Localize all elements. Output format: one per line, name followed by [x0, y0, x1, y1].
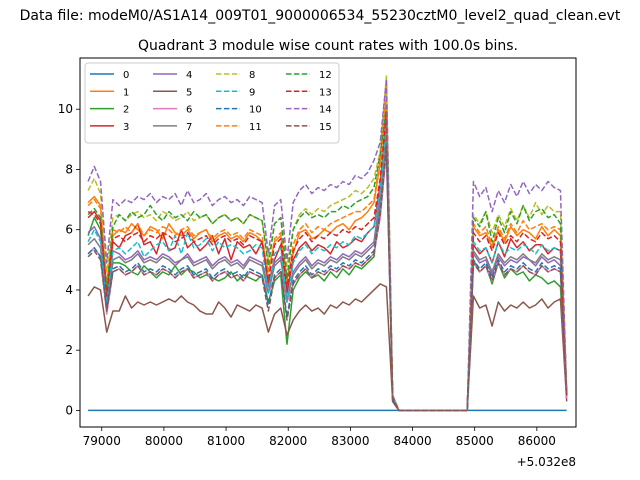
- series-line-12: [87, 105, 568, 412]
- x-tick-label: 80000: [145, 434, 183, 448]
- x-axis-offset-label: +5.032e8: [517, 455, 576, 469]
- x-axis: 79000 80000 81000 82000 83000 84000 85000 86000: [83, 427, 556, 448]
- x-tick-label: 83000: [331, 434, 369, 448]
- legend-label-2: 2: [123, 105, 129, 116]
- legend-label-4: 4: [186, 70, 192, 81]
- series-line-10: [87, 144, 568, 412]
- x-tick-label: 84000: [393, 434, 431, 448]
- x-tick-label: 79000: [83, 434, 121, 448]
- legend-label-13: 13: [319, 87, 332, 98]
- legend-label-0: 0: [123, 70, 129, 81]
- y-tick-label: 4: [65, 283, 73, 297]
- y-tick-label: 6: [65, 223, 73, 237]
- series-line-13: [87, 111, 568, 412]
- series-line-6: [87, 150, 568, 412]
- figure-suptitle: Data file: modeM0/AS1A14_009T01_90000065…: [20, 8, 621, 24]
- legend-label-15: 15: [319, 122, 332, 133]
- legend-label-3: 3: [123, 122, 129, 133]
- y-tick-label: 8: [65, 162, 73, 176]
- y-tick-label: 0: [65, 403, 73, 417]
- legend-label-5: 5: [186, 87, 192, 98]
- series-line-9: [87, 120, 568, 412]
- series-line-14: [87, 78, 568, 412]
- legend-label-10: 10: [249, 105, 262, 116]
- series-line-15: [87, 147, 568, 412]
- x-tick-label: 82000: [269, 434, 307, 448]
- chart-title: Quadrant 3 module wise count rates with …: [138, 38, 518, 54]
- series-line-1: [87, 96, 568, 412]
- legend-label-7: 7: [186, 122, 192, 133]
- legend-box: [84, 62, 340, 144]
- y-tick-label: 10: [58, 102, 73, 116]
- x-tick-label: 85000: [456, 434, 494, 448]
- legend-label-1: 1: [123, 87, 129, 98]
- series-line-7: [87, 132, 568, 412]
- legend-label-11: 11: [249, 122, 262, 133]
- legend-label-12: 12: [319, 70, 332, 81]
- x-tick-label: 81000: [207, 434, 245, 448]
- legend-label-9: 9: [249, 87, 255, 98]
- series-layer: [87, 75, 568, 412]
- plot-frame: [79, 57, 577, 428]
- series-line-3: [87, 114, 568, 412]
- y-axis: 0 2 4 6 8 10: [58, 102, 80, 417]
- legend-label-8: 8: [249, 70, 255, 81]
- x-tick-label: 86000: [518, 434, 556, 448]
- legend-label-14: 14: [319, 105, 332, 116]
- series-line-5: [87, 283, 568, 412]
- series-line-11: [87, 84, 568, 412]
- legend-label-6: 6: [186, 105, 192, 116]
- series-line-4: [87, 138, 568, 412]
- y-tick-label: 2: [65, 343, 73, 357]
